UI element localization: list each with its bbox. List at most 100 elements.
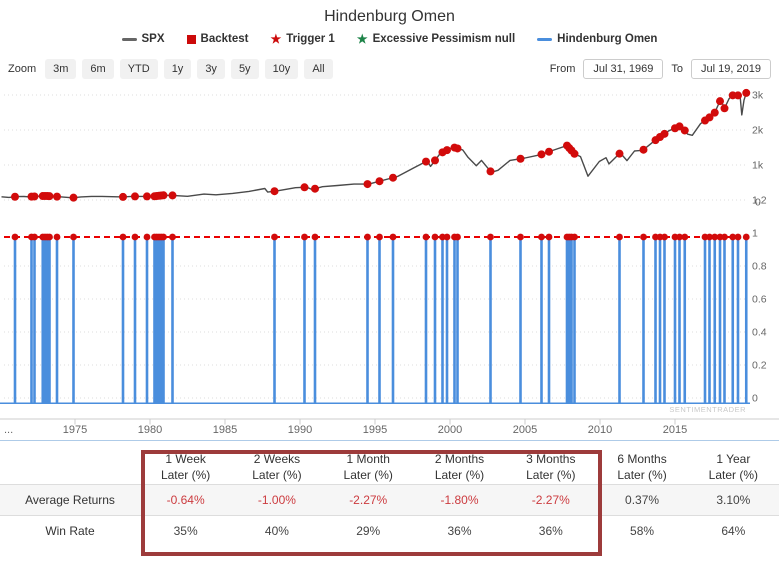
table-corner-cell bbox=[0, 443, 140, 484]
legend-item-label: Excessive Pessimism null bbox=[372, 33, 516, 45]
zoom-button-6m[interactable]: 6m bbox=[82, 59, 114, 79]
legend-item-trigger-1[interactable]: ★ Trigger 1 bbox=[270, 33, 334, 45]
svg-text:0.6: 0.6 bbox=[752, 294, 767, 306]
column-header-line2: Later (%) bbox=[252, 468, 302, 482]
hindenburg-omen-line-swatch bbox=[537, 37, 553, 41]
row-label: Average Returns bbox=[25, 493, 115, 507]
zoom-button-ytd[interactable]: YTD bbox=[119, 59, 158, 79]
table-value-cell: -2.27% bbox=[349, 493, 388, 507]
spx-line-swatch bbox=[121, 37, 137, 41]
table-value-cell: 36% bbox=[538, 524, 563, 538]
column-header-2-weeks: 2 Weeks Later (%) bbox=[231, 443, 322, 484]
x-axis-label: 1995 bbox=[363, 424, 387, 436]
x-axis: 1975 1980 1985 1990 1995 2000 2005 2010 2015... bbox=[0, 418, 779, 436]
price-signal-chart[interactable]: 1975 1980 1985 1990 1995 2000 2005 2010 2015... 3… bbox=[0, 83, 779, 439]
legend-item-label: Backtest bbox=[200, 33, 249, 45]
column-header-line1: 1 Year bbox=[716, 452, 751, 466]
legend-item-hindenburg-omen[interactable]: Hindenburg Omen bbox=[537, 33, 657, 45]
column-header-line2: Later (%) bbox=[434, 468, 485, 482]
x-axis-label: 2015 bbox=[663, 424, 687, 436]
x-axis-label: 1990 bbox=[288, 424, 312, 436]
column-header-1-week: 1 Week Later (%) bbox=[140, 443, 231, 484]
x-axis-label: 2000 bbox=[438, 424, 462, 436]
legend-item-spx[interactable]: SPX bbox=[121, 33, 165, 45]
svg-text:0.8: 0.8 bbox=[752, 261, 767, 273]
page-title: Hindenburg Omen bbox=[324, 8, 455, 25]
zoom-button-3y[interactable]: 3y bbox=[197, 59, 225, 79]
table-value-cell: -2.27% bbox=[531, 493, 570, 507]
table-row-win-rate: Win Rate 35% 40% 29% 36% 36% 58% 64% bbox=[0, 515, 779, 546]
hindenburg-omen-bars bbox=[13, 240, 748, 403]
row-label: Win Rate bbox=[45, 524, 95, 538]
zoom-button-10y[interactable]: 10y bbox=[264, 59, 299, 79]
table-value-cell: 0.37% bbox=[625, 493, 660, 507]
svg-text:0.2: 0.2 bbox=[752, 360, 767, 372]
zoom-button-3m[interactable]: 3m bbox=[45, 59, 77, 79]
x-axis-first-label: ... bbox=[4, 424, 13, 436]
svg-text:3k: 3k bbox=[752, 90, 764, 102]
svg-text:2k: 2k bbox=[752, 125, 764, 137]
table-value-cell: 29% bbox=[356, 524, 381, 538]
column-header-line1: 2 Months bbox=[434, 452, 485, 466]
x-axis-label: 1975 bbox=[63, 424, 87, 436]
x-axis-label: 2005 bbox=[513, 424, 537, 436]
trigger-signal-dots bbox=[11, 233, 750, 241]
watermark: SENTIMENTRADER bbox=[669, 405, 746, 414]
column-header-line2: Later (%) bbox=[617, 468, 667, 482]
table-row-average-returns: Average Returns -0.64% -1.00% -2.27% -1.80% -… bbox=[0, 484, 779, 515]
svg-text:0: 0 bbox=[755, 197, 761, 209]
to-label: To bbox=[671, 63, 683, 75]
column-header-line2: Later (%) bbox=[160, 468, 211, 482]
table-value-cell: -1.00% bbox=[257, 493, 296, 507]
x-axis-label: 2010 bbox=[588, 424, 612, 436]
to-date-input[interactable] bbox=[691, 59, 771, 79]
column-header-6-months: 6 Months Later (%) bbox=[596, 443, 687, 484]
svg-text:0: 0 bbox=[752, 393, 758, 405]
column-header-line1: 1 Month bbox=[346, 452, 390, 466]
spx-line bbox=[1, 92, 747, 199]
backtest-dots bbox=[11, 88, 751, 202]
table-value-cell: 58% bbox=[630, 524, 655, 538]
zoom-range-buttons: 3m 6m YTD 1y 3y 5y 10y All bbox=[45, 59, 333, 79]
column-header-3-months: 3 Months Later (%) bbox=[505, 443, 596, 484]
svg-text:0.4: 0.4 bbox=[752, 327, 767, 339]
svg-text:1.2: 1.2 bbox=[752, 195, 767, 207]
table-header-row: 1 Week Later (%) 2 Weeks Later (%) 1 Month La… bbox=[0, 443, 779, 484]
backtest-returns-table: 1 Week Later (%) 2 Weeks Later (%) 1 Month La… bbox=[0, 443, 779, 565]
date-range: From To bbox=[550, 59, 771, 79]
x-axis-label: 1985 bbox=[213, 424, 237, 436]
from-label: From bbox=[549, 63, 576, 75]
x-axis-label: 1980 bbox=[138, 424, 162, 436]
legend-item-excessive-pessimism-null[interactable]: ★ Excessive Pessimism null bbox=[357, 33, 515, 45]
column-header-line1: 3 Months bbox=[526, 452, 576, 466]
legend-item-label: SPX bbox=[141, 33, 165, 45]
column-header-line2: Later (%) bbox=[708, 468, 759, 482]
legend-item-backtest[interactable]: Backtest bbox=[186, 33, 249, 45]
svg-text:1k: 1k bbox=[752, 160, 764, 172]
zoom-button-all[interactable]: All bbox=[304, 59, 333, 79]
excessive-pessimism-null-star-icon: ★ bbox=[356, 32, 368, 46]
chart-legend: SPX Backtest ★ Trigger 1 ★ Excessive Pessimis… bbox=[0, 33, 779, 45]
svg-text:1: 1 bbox=[752, 228, 758, 240]
gridlines bbox=[4, 94, 748, 399]
backtest-square-swatch bbox=[186, 34, 196, 44]
table-value-cell: 40% bbox=[264, 524, 289, 538]
zoom-button-1y[interactable]: 1y bbox=[163, 59, 192, 79]
column-header-1-year: 1 Year Later (%) bbox=[688, 443, 779, 484]
column-header-2-months: 2 Months Later (%) bbox=[414, 443, 505, 484]
table-value-cell: 35% bbox=[173, 524, 198, 538]
zoom-button-5y[interactable]: 5y bbox=[230, 59, 259, 79]
column-header-line2: Later (%) bbox=[526, 468, 576, 482]
from-date-input[interactable] bbox=[583, 59, 664, 79]
column-header-line1: 1 Week bbox=[165, 452, 206, 466]
column-header-1-month: 1 Month Later (%) bbox=[323, 443, 414, 484]
chart-svg[interactable]: 1975 1980 1985 1990 1995 2000 2005 2010 2015... 3… bbox=[0, 83, 779, 439]
table-value-cell: -0.64% bbox=[166, 493, 205, 507]
chart-table-divider bbox=[0, 440, 779, 441]
table-value-cell: 3.10% bbox=[716, 493, 751, 507]
legend-item-label: Trigger 1 bbox=[286, 33, 335, 45]
column-header-line1: 2 Weeks bbox=[253, 452, 301, 466]
